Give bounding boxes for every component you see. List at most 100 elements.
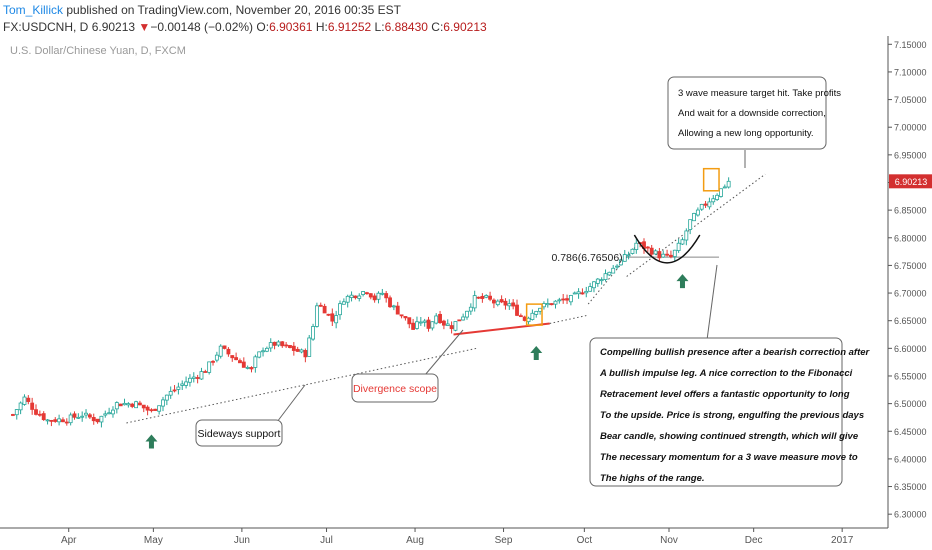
- candle-body: [114, 402, 119, 410]
- candle-body: [311, 326, 315, 340]
- price-tick-label: 6.60000: [894, 344, 927, 354]
- price-tick-label: 6.35000: [894, 482, 927, 492]
- publish-line: Tom_Killick published on TradingView.com…: [3, 3, 401, 17]
- time-axis[interactable]: Apr May Jun Jul Aug Sep Oct Nov Dec 2017: [0, 527, 888, 546]
- candle-body: [588, 286, 593, 292]
- candle-body: [53, 419, 58, 422]
- candle: [719, 188, 723, 198]
- candle-body: [618, 259, 623, 266]
- candle: [603, 269, 608, 282]
- candle-body: [503, 300, 508, 306]
- candle-body: [695, 209, 700, 216]
- candle-body: [438, 313, 442, 324]
- candle-body: [549, 303, 554, 306]
- candle: [176, 382, 181, 395]
- candle-body: [699, 203, 704, 210]
- candle: [107, 407, 112, 415]
- candle-body: [95, 418, 100, 423]
- candle: [180, 380, 185, 391]
- fib-level-label: 0.786(6.76506): [551, 252, 622, 264]
- candle: [57, 414, 62, 426]
- candle-body: [372, 295, 377, 301]
- candle: [195, 374, 200, 384]
- highlight-box-sep: [525, 303, 543, 326]
- candle-body: [303, 349, 308, 358]
- candle: [584, 286, 589, 298]
- candle-body: [10, 414, 15, 416]
- candle: [561, 293, 566, 304]
- candle-body: [57, 418, 62, 423]
- candle: [376, 291, 381, 304]
- down-arrow-icon: ▼: [138, 20, 151, 34]
- candle: [491, 298, 496, 309]
- candle-body: [22, 396, 27, 405]
- candle: [95, 418, 100, 424]
- candle: [80, 411, 85, 422]
- candle-body: [103, 413, 108, 416]
- sideways-support-pointer: [276, 384, 306, 423]
- candle-body: [141, 404, 146, 409]
- price-tick-label: 7.00000: [894, 123, 927, 133]
- candle-body: [211, 360, 215, 363]
- candle-body: [584, 290, 589, 294]
- candle-body: [288, 345, 292, 349]
- candle: [111, 406, 115, 418]
- price-tick-label: 6.70000: [894, 289, 927, 299]
- candle: [18, 401, 23, 415]
- candle: [345, 294, 350, 308]
- divergence-scope-callout: Divergence scope: [351, 373, 439, 403]
- candle: [45, 419, 50, 425]
- candle: [511, 299, 516, 310]
- candle-body: [692, 213, 696, 222]
- candle-body: [268, 342, 273, 349]
- author-link[interactable]: Tom_Killick: [3, 3, 64, 17]
- candle-body: [534, 310, 539, 315]
- candle: [64, 418, 69, 426]
- candle: [318, 302, 323, 307]
- analysis-pointer: [706, 264, 718, 341]
- candle: [607, 271, 612, 276]
- candle-body: [384, 293, 389, 299]
- candle: [595, 277, 600, 287]
- analysis-callout-line: To the upside. Price is strong, engulfin…: [600, 410, 864, 421]
- high-label: H:: [315, 20, 328, 34]
- candle: [388, 295, 392, 308]
- open-label: O:: [256, 20, 270, 34]
- candle-body: [68, 414, 73, 424]
- candle-body: [249, 367, 254, 370]
- candle: [137, 400, 142, 406]
- candle-body: [203, 371, 208, 373]
- candle-body: [488, 295, 493, 300]
- candle: [76, 413, 81, 419]
- candle: [707, 197, 712, 210]
- time-tick-label: Sep: [495, 535, 513, 546]
- candle-body: [30, 402, 35, 410]
- candle-body: [322, 305, 327, 314]
- analysis-callout-line: Bear candle, showing continued strength,…: [600, 431, 859, 442]
- sideways-support-callout-frame: [195, 419, 283, 447]
- candle: [334, 310, 339, 329]
- candle-body: [711, 198, 716, 203]
- candle: [649, 244, 654, 257]
- candle-body: [422, 320, 427, 323]
- candle: [680, 237, 685, 246]
- candle: [184, 376, 189, 389]
- candle: [703, 200, 708, 209]
- candle-body: [611, 267, 616, 274]
- candle: [264, 346, 269, 353]
- candle: [430, 321, 435, 331]
- candle: [253, 354, 258, 373]
- candle-body: [87, 414, 92, 418]
- candle: [588, 282, 593, 292]
- candle-body: [318, 304, 323, 307]
- candle: [330, 308, 335, 326]
- candle-body: [615, 265, 619, 268]
- price-tick-label: 6.80000: [894, 233, 927, 243]
- candle: [276, 340, 281, 347]
- candle-body: [107, 412, 112, 415]
- candle-body: [403, 316, 408, 319]
- candle: [84, 409, 88, 419]
- time-tick-label: Dec: [745, 535, 763, 546]
- price-axis[interactable]: 6.30000 6.35000 6.40000 6.45000 6.50000 6.550…: [887, 36, 927, 528]
